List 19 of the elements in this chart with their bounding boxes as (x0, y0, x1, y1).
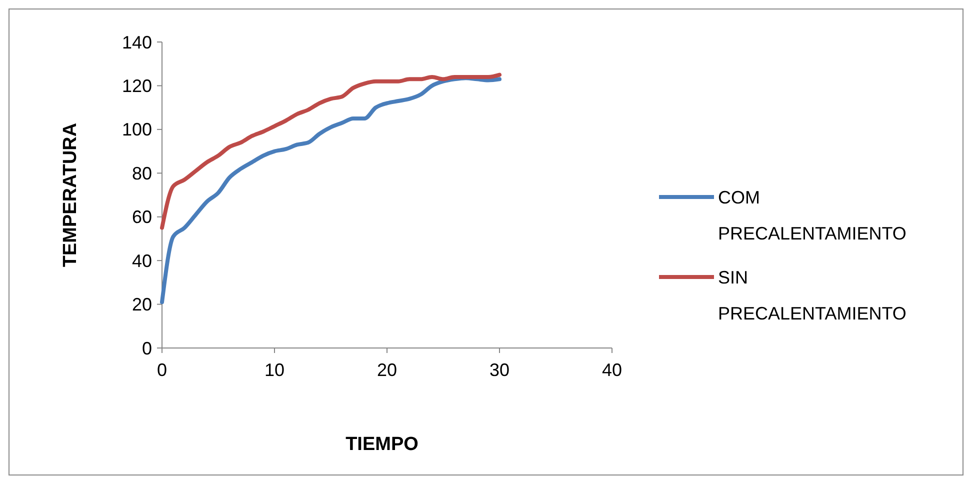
y-tick-label: 40 (132, 250, 152, 271)
y-tick-label: 80 (132, 163, 152, 184)
x-tick-label: 40 (602, 360, 622, 380)
y-tick-label: 20 (132, 294, 152, 315)
y-tick-label: 60 (132, 207, 152, 228)
x-tick-label: 20 (376, 360, 398, 380)
line-series (160, 72, 502, 230)
y-tick-label: 140 (122, 32, 152, 52)
legend-label: SIN PRECALENTAMIENTO (718, 267, 906, 324)
x-tick-label: 10 (264, 360, 285, 380)
legend-label: COM PRECALENTAMIENTO (718, 187, 906, 244)
y-tick-label: 0 (142, 338, 152, 358)
y-tick-label: 120 (122, 76, 152, 96)
line-series (160, 76, 502, 304)
y-axis-title: TEMPERATURA (60, 122, 81, 268)
x-tick-label: 30 (489, 360, 510, 380)
x-axis-title: TIEMPO (346, 434, 418, 455)
y-tick-label: 100 (122, 120, 152, 140)
x-tick-label: 0 (156, 360, 168, 380)
